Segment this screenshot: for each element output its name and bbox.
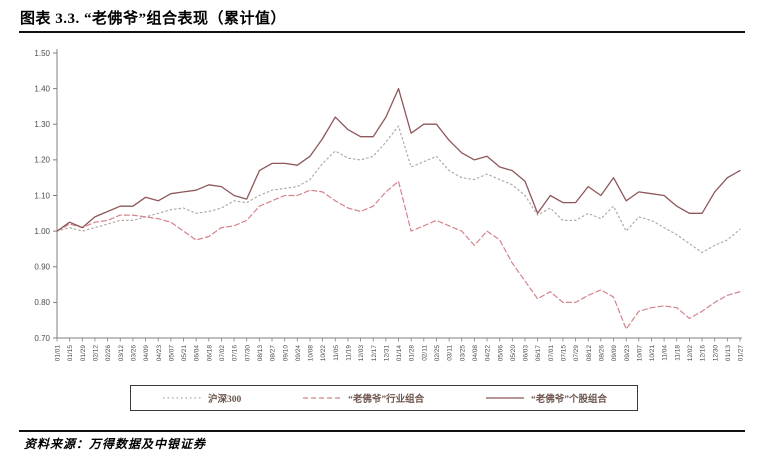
x-tick-label: 08/26 [598, 345, 605, 362]
x-tick-label: 10/07 [636, 345, 643, 362]
x-tick-label: 05/20 [510, 345, 517, 362]
x-tick-label: 12/16 [700, 345, 707, 362]
x-tick-label: 09/23 [624, 345, 631, 362]
x-tick-label: 10/21 [649, 345, 656, 362]
x-tick-label: 09/24 [295, 345, 302, 362]
x-tick-label: 02/12 [93, 345, 100, 362]
x-axis-ticks: 01/01 01/15 01/29 02/12 02/26 03/12 03/26 04/09… [55, 338, 745, 361]
x-tick-label: 12/30 [712, 345, 719, 362]
y-tick-label: 1.30 [34, 120, 50, 129]
x-tick-label: 07/15 [561, 345, 568, 362]
x-tick-label: 01/15 [67, 345, 74, 362]
x-tick-label: 06/17 [535, 345, 542, 362]
x-tick-label: 02/25 [434, 345, 441, 362]
y-tick-label: 1.40 [34, 84, 50, 93]
x-tick-label: 05/21 [181, 345, 188, 362]
title-divider [19, 31, 745, 33]
legend-label-2: “老佛爷”个股组合 [531, 395, 608, 405]
chart-title: 图表 3.3. “老佛爷”组合表现（累计值） [20, 11, 287, 27]
y-tick-label: 0.70 [34, 334, 50, 343]
legend-solid-line-icon [486, 397, 524, 399]
series-line-2 [56, 87, 741, 232]
x-tick-label: 12/31 [383, 345, 390, 362]
x-tick-label: 10/22 [320, 345, 327, 362]
y-axis-ticks: 0.70 0.80 0.90 1.00 1.10 1.20 1.30 1.40 1.50 [34, 49, 57, 343]
chart-legend: 沪深300 “老佛爷”行业组合 “老佛爷”个股组合 [130, 385, 638, 411]
footer-divider [19, 430, 745, 432]
x-tick-label: 03/25 [459, 345, 466, 362]
legend-dashed-line-icon [303, 397, 342, 399]
source-note: 资料来源：万得数据及中银证券 [24, 437, 207, 451]
x-tick-label: 01/28 [409, 345, 416, 362]
x-tick-label: 05/06 [497, 345, 504, 362]
x-tick-label: 06/03 [523, 345, 530, 362]
x-tick-label: 04/08 [472, 345, 479, 362]
x-tick-label: 04/09 [143, 345, 150, 362]
x-tick-label: 02/26 [105, 345, 112, 362]
legend-label-0: 沪深300 [207, 395, 242, 405]
x-tick-label: 11/04 [662, 345, 669, 361]
legend-item-0: 沪深300 [161, 391, 241, 405]
x-tick-label: 11/05 [333, 345, 340, 361]
x-tick-label: 06/18 [206, 345, 213, 362]
y-tick-label: 1.50 [34, 49, 50, 58]
x-tick-label: 07/30 [244, 345, 251, 362]
x-tick-label: 08/27 [270, 345, 277, 362]
x-tick-label: 03/26 [130, 345, 137, 362]
x-tick-label: 07/16 [232, 345, 239, 362]
legend-item-1: “老佛爷”行业组合 [301, 391, 424, 405]
line-chart: 0.70 0.80 0.90 1.00 1.10 1.20 1.30 1.40 1.50 01/0… [34, 49, 745, 361]
x-tick-label: 05/07 [168, 345, 175, 362]
x-tick-label: 03/12 [118, 345, 125, 362]
legend-label-1: “老佛爷”行业组合 [348, 395, 425, 405]
x-tick-label: 06/04 [194, 345, 201, 362]
x-tick-label: 08/12 [586, 345, 593, 362]
x-tick-label: 01/27 [738, 345, 745, 362]
series-line-0 [56, 125, 741, 254]
x-tick-label: 04/22 [485, 345, 492, 362]
x-tick-label: 12/02 [687, 345, 694, 362]
x-tick-label: 10/08 [308, 345, 315, 362]
x-tick-label: 03/11 [447, 345, 454, 361]
y-tick-label: 0.90 [34, 263, 50, 272]
legend-dotted-line-icon [162, 397, 201, 399]
x-tick-label: 12/03 [358, 345, 365, 362]
x-tick-label: 01/29 [80, 345, 87, 362]
x-tick-label: 09/09 [611, 345, 618, 362]
x-tick-label: 07/01 [548, 345, 555, 362]
y-tick-label: 1.20 [34, 156, 50, 165]
x-tick-label: 08/13 [257, 345, 264, 362]
y-tick-label: 1.10 [34, 191, 50, 200]
x-tick-label: 11/19 [346, 345, 353, 361]
y-tick-label: 0.80 [34, 298, 50, 307]
x-tick-label: 07/29 [573, 345, 580, 362]
x-tick-label: 04/23 [156, 345, 163, 362]
x-tick-label: 02/11 [421, 345, 428, 361]
series-line-1 [56, 180, 741, 330]
x-tick-label: 12/17 [371, 345, 378, 362]
x-tick-label: 07/02 [219, 345, 226, 362]
x-tick-label: 01/13 [725, 345, 732, 362]
legend-item-2: “老佛爷”个股组合 [484, 391, 607, 405]
x-tick-label: 01/14 [396, 345, 403, 362]
y-tick-label: 1.00 [34, 227, 50, 236]
x-tick-label: 01/01 [55, 345, 62, 362]
x-tick-label: 11/18 [674, 345, 681, 361]
x-tick-label: 09/10 [282, 345, 289, 362]
